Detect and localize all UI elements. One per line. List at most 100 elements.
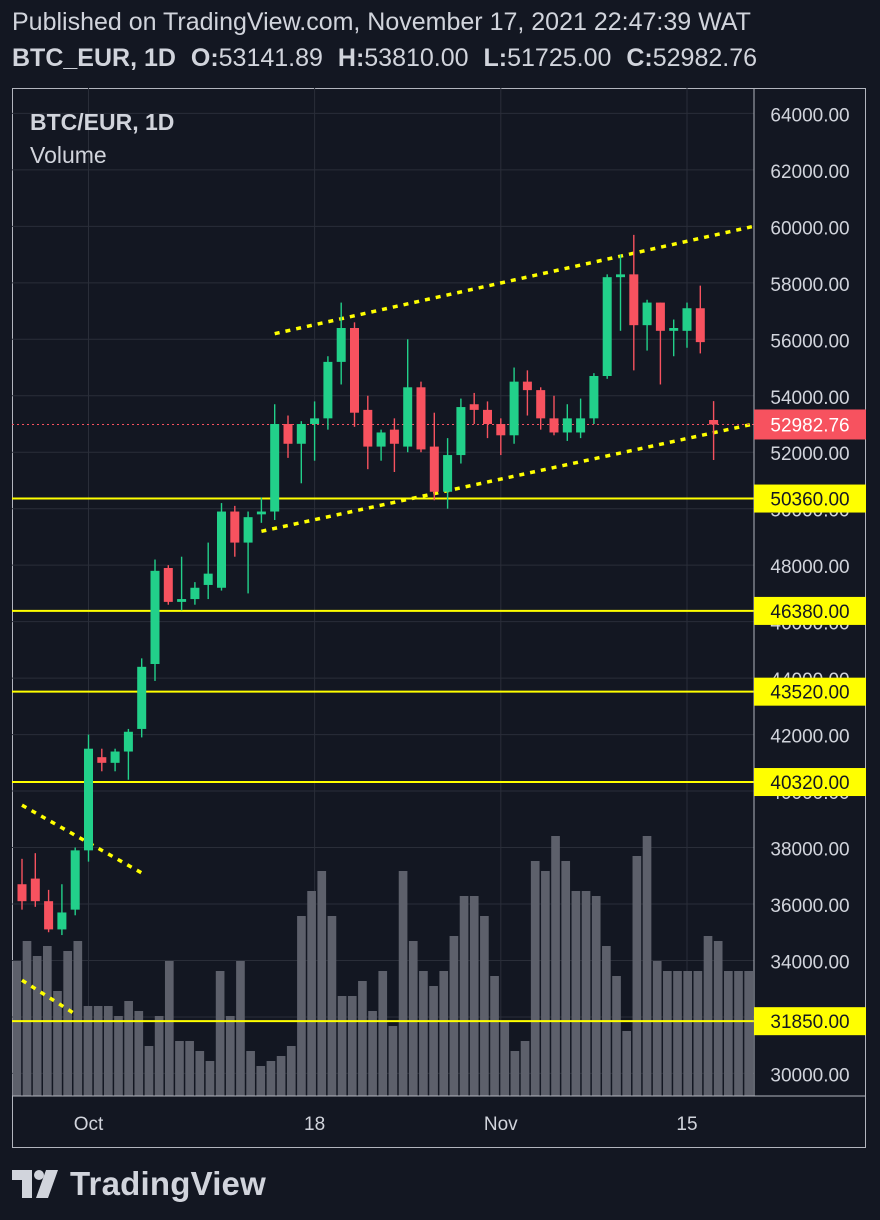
y-tick-label: 58000.00 bbox=[770, 275, 849, 296]
candle-body bbox=[296, 424, 306, 444]
candle-up bbox=[310, 401, 320, 461]
trendline bbox=[261, 422, 754, 534]
volume-bar bbox=[663, 971, 672, 1096]
volume-bar bbox=[215, 971, 225, 1096]
volume-bar bbox=[12, 961, 22, 1096]
candle-up bbox=[150, 559, 160, 681]
candle-down bbox=[163, 565, 173, 605]
candles bbox=[17, 234, 719, 936]
candle-body bbox=[177, 599, 187, 602]
candle-body bbox=[97, 757, 107, 763]
volume-bar bbox=[195, 1051, 205, 1096]
legend-indicator[interactable]: Volume bbox=[30, 142, 107, 168]
volume-bar bbox=[286, 1046, 296, 1096]
volume-bar bbox=[724, 971, 733, 1096]
candle-body bbox=[110, 751, 120, 763]
candle-up bbox=[669, 319, 679, 357]
candle-down bbox=[483, 401, 492, 439]
volume-bar bbox=[469, 896, 479, 1096]
volume-bar bbox=[632, 856, 642, 1096]
symbol-label: BTC_EUR, 1D bbox=[12, 44, 176, 72]
volume-bar bbox=[449, 936, 459, 1096]
candle-body bbox=[84, 748, 93, 851]
volume-bar bbox=[378, 971, 388, 1096]
volume-bar bbox=[134, 1011, 144, 1096]
candle-up bbox=[403, 339, 413, 453]
chart-header: Published on TradingView.com, November 1… bbox=[0, 0, 880, 86]
volume-bar bbox=[347, 996, 357, 1096]
y-tick-label: 54000.00 bbox=[770, 388, 849, 409]
candle-up bbox=[243, 511, 253, 594]
candle-body bbox=[695, 308, 705, 343]
volume-bar bbox=[713, 941, 723, 1096]
volume-bar bbox=[612, 976, 621, 1096]
candle-down bbox=[416, 381, 426, 453]
y-tick-label: 42000.00 bbox=[770, 727, 849, 748]
candle-body bbox=[163, 568, 173, 602]
volume-bar bbox=[358, 981, 367, 1096]
x-tick-label: 18 bbox=[304, 1114, 325, 1135]
volume-bar bbox=[581, 891, 591, 1096]
candle-body bbox=[137, 666, 147, 729]
volume-bar bbox=[205, 1061, 215, 1096]
candle-body bbox=[655, 302, 665, 331]
candle-body bbox=[483, 409, 492, 424]
volume-bar bbox=[408, 941, 418, 1096]
candle-down bbox=[350, 322, 359, 427]
volume-bar bbox=[703, 936, 713, 1096]
volume-bar bbox=[327, 916, 337, 1096]
candle-up bbox=[682, 302, 692, 348]
level-label: 50360.00 bbox=[770, 490, 849, 511]
candle-up bbox=[376, 429, 386, 461]
low-value: 51725.00 bbox=[507, 44, 612, 72]
candle-down bbox=[230, 505, 240, 557]
price-axis: 30000.0032000.0034000.0036000.0038000.00… bbox=[770, 105, 849, 1086]
y-tick-label: 38000.00 bbox=[770, 840, 849, 861]
level-labels: 50360.00 46380.00 43520.00 40320.00 31850.00 bbox=[754, 484, 866, 1036]
volume-bar bbox=[256, 1066, 266, 1096]
volume-bars bbox=[12, 836, 753, 1096]
volume-bar bbox=[683, 971, 693, 1096]
volume-bar bbox=[276, 1056, 286, 1096]
candle-body bbox=[522, 381, 532, 391]
candle-down bbox=[536, 387, 546, 430]
last-price-label: 52982.76 bbox=[754, 409, 866, 440]
candle-down bbox=[709, 401, 719, 460]
last-price-box bbox=[754, 409, 866, 440]
volume-bar bbox=[520, 1041, 530, 1096]
candle-body bbox=[629, 274, 639, 326]
candle-body bbox=[562, 418, 572, 433]
x-tick-label: Oct bbox=[74, 1114, 104, 1135]
candle-body bbox=[230, 511, 240, 543]
candle-body bbox=[509, 381, 519, 436]
x-tick-label: Nov bbox=[484, 1114, 518, 1135]
candle-up bbox=[123, 728, 133, 780]
candle-down bbox=[496, 418, 506, 456]
volume-bar bbox=[246, 1051, 255, 1096]
candle-down bbox=[655, 302, 665, 385]
y-tick-label: 56000.00 bbox=[770, 331, 849, 352]
y-tick-label: 30000.00 bbox=[770, 1065, 849, 1086]
candle-down bbox=[17, 858, 27, 910]
candle-body bbox=[496, 424, 506, 436]
level-label: 43520.00 bbox=[770, 683, 849, 704]
trendlines bbox=[21, 224, 754, 1016]
candle-body bbox=[416, 387, 426, 450]
level-label-box bbox=[754, 484, 866, 513]
level-label-box bbox=[754, 677, 866, 706]
candle-body bbox=[536, 390, 546, 419]
volume-bar bbox=[236, 961, 245, 1096]
tradingview-logo[interactable]: TradingView bbox=[12, 1164, 266, 1204]
volume-bar bbox=[83, 1006, 93, 1096]
volume-bar bbox=[73, 941, 83, 1096]
candle-down bbox=[97, 748, 107, 772]
candle-up bbox=[323, 356, 333, 430]
volume-bar bbox=[429, 986, 438, 1096]
candle-body bbox=[403, 387, 413, 447]
volume-bar bbox=[591, 896, 601, 1096]
high-label: H: bbox=[337, 44, 365, 72]
volume-bar bbox=[398, 871, 408, 1096]
open-value: 53141.89 bbox=[218, 44, 323, 72]
candle-down bbox=[44, 889, 54, 933]
